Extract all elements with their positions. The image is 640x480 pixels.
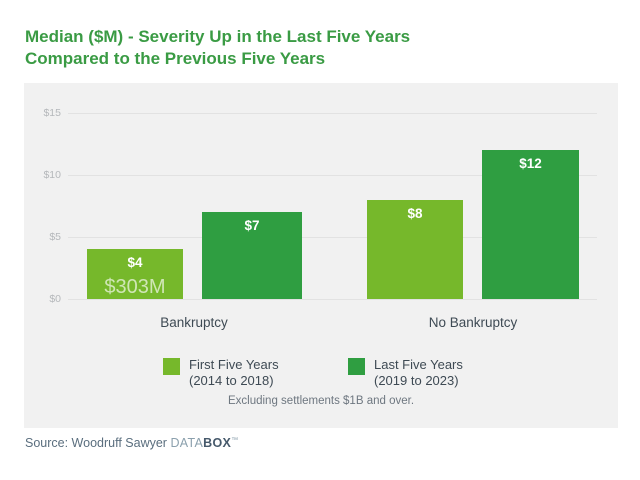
bar-value-label: $7 <box>244 218 260 233</box>
bar-value-label: $4 <box>127 255 143 270</box>
bar-bankruptcy-first-five-years: $4 $303M <box>87 249 183 299</box>
legend-label-last-five-years: Last Five Years (2019 to 2023) <box>374 357 463 388</box>
source-prefix: Source: Woodruff Sawyer <box>25 436 171 450</box>
databox-logo-box: BOX <box>203 436 232 450</box>
legend-swatch-last-five-years <box>348 358 365 375</box>
chart-plot-panel: $15 $10 $5 $0 $4 $303M $7 $8 $12 Bankrup… <box>24 83 618 428</box>
trademark-symbol: ™ <box>231 436 239 444</box>
legend-swatch-first-five-years <box>163 358 180 375</box>
legend-label-line1: Last Five Years <box>374 357 463 372</box>
databox-logo-data: DATA <box>170 436 204 450</box>
chart-title: Median ($M) - Severity Up in the Last Fi… <box>25 26 410 70</box>
chart-footnote: Excluding settlements $1B and over. <box>227 395 415 407</box>
bar-sublabel-303m: $303M <box>104 276 166 298</box>
y-tick-0: $0 <box>49 293 61 305</box>
category-label-no-bankruptcy: No Bankruptcy <box>428 315 518 330</box>
legend-label-line1: First Five Years <box>189 357 279 372</box>
gridline-5 <box>68 237 597 238</box>
chart-title-line2: Compared to the Previous Five Years <box>25 49 326 68</box>
category-label-bankruptcy: Bankruptcy <box>160 315 228 330</box>
bar-no-bankruptcy-first-five-years: $8 <box>367 200 463 299</box>
y-tick-15: $15 <box>43 107 61 119</box>
y-tick-5: $5 <box>49 231 61 243</box>
gridline-15 <box>68 113 597 114</box>
legend-item-first-five-years: First Five Years (2014 to 2018) <box>163 357 279 388</box>
gridline-0 <box>68 299 597 300</box>
legend-label-first-five-years: First Five Years (2014 to 2018) <box>189 357 279 388</box>
chart-title-line1: Median ($M) - Severity Up in the Last Fi… <box>25 27 411 46</box>
legend-label-line2: (2019 to 2023) <box>374 372 459 388</box>
source-attribution: Source: Woodruff Sawyer DATABOX™ <box>25 436 238 450</box>
y-tick-10: $10 <box>43 169 61 181</box>
bar-value-label: $12 <box>519 156 542 171</box>
legend-label-line2: (2014 to 2018) <box>189 372 274 388</box>
bar-no-bankruptcy-last-five-years: $12 <box>482 150 579 299</box>
bar-bankruptcy-last-five-years: $7 <box>202 212 302 299</box>
bar-value-label: $8 <box>407 206 423 221</box>
gridline-10 <box>68 175 597 176</box>
legend-item-last-five-years: Last Five Years (2019 to 2023) <box>348 357 463 388</box>
